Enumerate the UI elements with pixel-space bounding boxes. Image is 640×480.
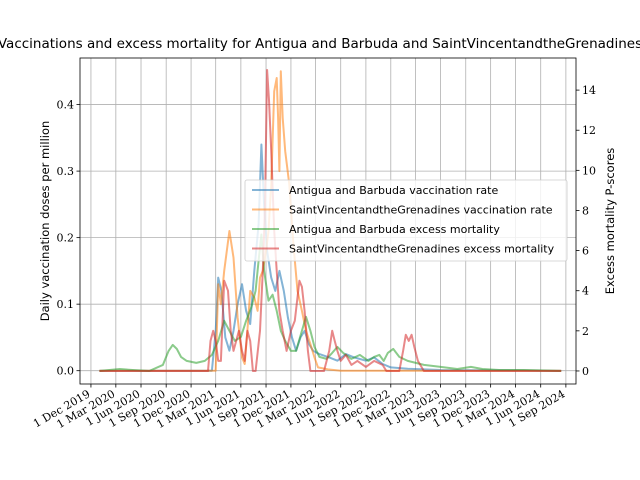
left-tick-label: 0.3: [57, 165, 75, 178]
left-tick-label: 0.4: [57, 99, 75, 112]
left-tick-label: 0.2: [57, 232, 75, 245]
chart-title: Vaccinations and excess mortality for An…: [0, 36, 640, 52]
right-tick-label: 2: [582, 325, 589, 338]
right-tick-label: 12: [582, 124, 596, 137]
legend-label: SaintVincentandtheGrenadines excess mort…: [289, 243, 555, 256]
left-y-axis: 0.0 0.1 0.2 0.3 0.4: [57, 99, 80, 378]
series-line-4: [99, 69, 562, 372]
right-tick-label: 14: [582, 84, 596, 97]
legend-label: Antigua and Barbuda vaccination rate: [289, 184, 498, 197]
plot-frame: [79, 57, 577, 385]
legend: Antigua and Barbuda vaccination rate Sain…: [244, 179, 568, 262]
legend-box: [244, 179, 568, 262]
right-tick-label: 10: [582, 164, 596, 177]
left-tick-label: 0.1: [57, 298, 75, 311]
legend-label: SaintVincentandtheGrenadines vaccination…: [289, 204, 553, 217]
right-tick-label: 6: [582, 245, 589, 258]
right-tick-label: 8: [582, 204, 589, 217]
left-y-axis-label: Daily vaccination doses per million: [38, 121, 52, 322]
right-tick-label: 0: [582, 365, 589, 378]
right-y-axis-label: Excess mortality P-scores: [603, 148, 617, 295]
right-tick-label: 4: [582, 285, 589, 298]
right-y-axis: 0 2 4 6 8 10 12 14: [576, 84, 596, 378]
left-tick-label: 0.0: [57, 365, 75, 378]
legend-label: Antigua and Barbuda excess mortality: [289, 223, 500, 236]
